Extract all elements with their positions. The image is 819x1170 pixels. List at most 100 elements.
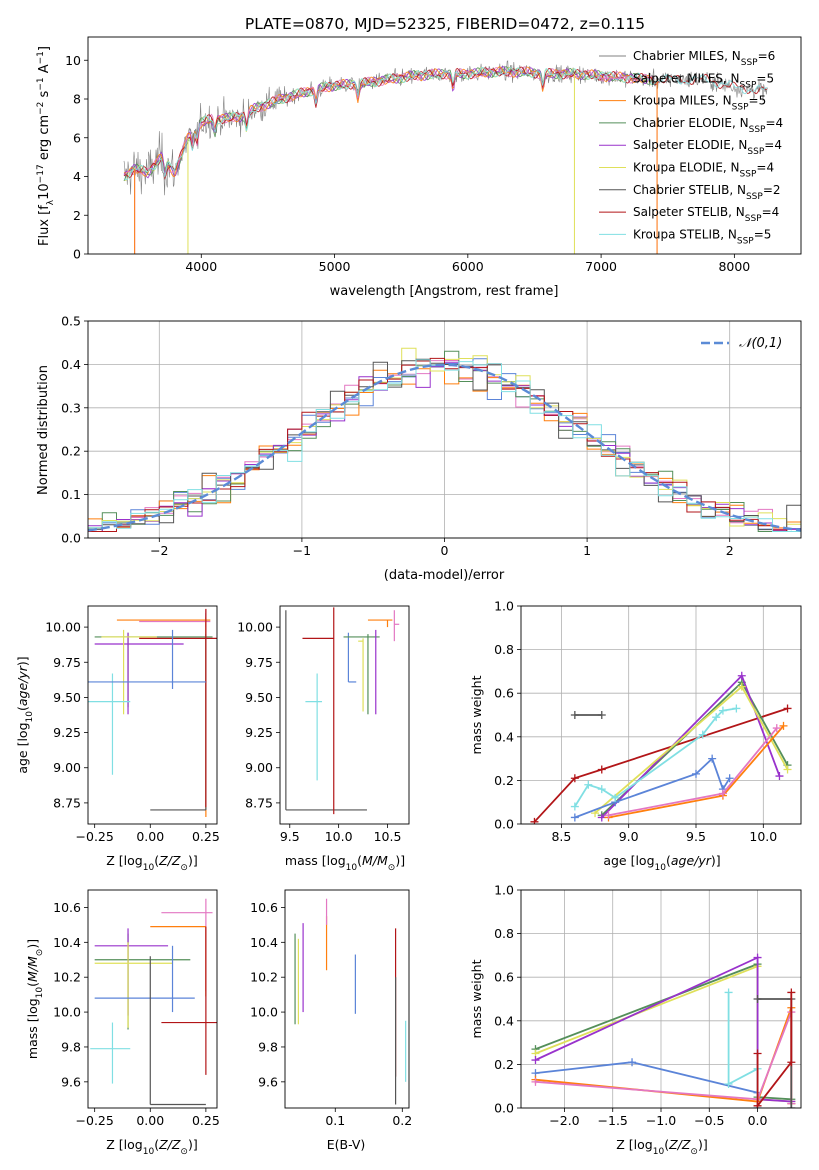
data-marker xyxy=(753,1101,762,1108)
series-model-salpeter-miles xyxy=(123,66,655,178)
x-tick-label: 9.5 xyxy=(280,829,300,844)
data-marker xyxy=(570,813,579,822)
x-tick-label: 0.1 xyxy=(325,1113,345,1128)
x-tick-label: 0.00 xyxy=(136,1113,164,1128)
x-tick-label: −2.0 xyxy=(549,1113,579,1128)
data-marker xyxy=(753,1049,762,1058)
x-tick-label: 0.00 xyxy=(136,829,164,844)
y-tick-label: 0.3 xyxy=(61,400,81,415)
y-tick-label: 8.75 xyxy=(245,795,273,810)
panel-mass-age: 9.5 10.0 10.5 8.75 9.00 9.25 9.50 9.75 10.00 mass… xyxy=(237,605,410,873)
y-tick-label: 10.6 xyxy=(53,900,81,915)
x-axis-label: mass [log10(M/M⊙)] xyxy=(285,853,405,873)
series-model-kroupa-stelib xyxy=(123,67,768,181)
plot-area xyxy=(88,608,217,817)
y-tick-label: 6 xyxy=(73,130,81,145)
x-tick-label: −0.5 xyxy=(694,1113,724,1128)
data-marker xyxy=(530,817,539,824)
series-histogram xyxy=(88,359,801,532)
x-tick-label: 6000 xyxy=(452,259,484,274)
axes-frame xyxy=(279,605,410,825)
y-axis-label: mass [log10(M/M⊙)] xyxy=(25,939,45,1059)
y-tick-label: 1.0 xyxy=(494,883,514,898)
x-tick-label: 10.0 xyxy=(325,829,353,844)
y-axis-label: Normed distribution xyxy=(36,365,51,495)
y-tick-label: 0.8 xyxy=(494,642,514,657)
y-tick-label: 0.0 xyxy=(61,531,81,546)
y-tick-label: 0.0 xyxy=(494,817,514,832)
y-tick-label: 9.25 xyxy=(245,725,273,740)
y-tick-label: 0.6 xyxy=(494,970,514,985)
y-tick-label: 10.4 xyxy=(250,935,278,950)
y-tick-label: 0 xyxy=(73,247,81,262)
data-marker xyxy=(597,785,606,794)
y-axis-label: Flux [fλ10−17 erg cm−2 s−1 A−1] xyxy=(36,46,56,246)
y-tick-label: 0.6 xyxy=(494,686,514,701)
data-marker xyxy=(779,721,788,730)
series-histogram xyxy=(88,368,801,532)
y-tick-label: 0.5 xyxy=(61,314,81,329)
data-marker xyxy=(531,1056,540,1065)
x-axis-label: E(B-V) xyxy=(327,1137,366,1152)
y-tick-label: 0.4 xyxy=(494,729,514,744)
y-tick-label: 9.8 xyxy=(258,1039,278,1054)
data-marker xyxy=(692,769,700,778)
legend-label: Chabrier STELIB, NSSP=2 xyxy=(633,183,781,202)
y-tick-label: 9.6 xyxy=(61,1074,81,1089)
x-tick-label: −1.5 xyxy=(598,1113,628,1128)
x-axis-label: age [log10(age/yr)] xyxy=(603,853,720,873)
panel-spectrum: 4000 5000 6000 7000 8000 0 2 4 6 8 10 wavelength [A… xyxy=(36,36,802,299)
x-axis-label: Z [log10(Z/Z⊙)] xyxy=(616,1137,707,1157)
y-tick-label: 10.00 xyxy=(45,620,81,635)
data-marker xyxy=(775,772,784,781)
x-tick-label: 0 xyxy=(441,543,449,558)
plot-area xyxy=(530,671,792,824)
plot-area xyxy=(123,60,768,254)
data-marker xyxy=(787,988,796,997)
panel-z-weight: −2.0 −1.5 −1.0 −0.5 0.0 0.0 0.2 0.4 0.6 0.8 1.0 Z [… xyxy=(469,883,802,1157)
data-marker xyxy=(783,765,792,774)
y-tick-label: 9.50 xyxy=(245,690,273,705)
x-tick-label: −1.0 xyxy=(646,1113,676,1128)
y-tick-label: 10.0 xyxy=(250,1005,278,1020)
data-marker xyxy=(737,682,746,691)
x-axis-label: Z [log10(Z/Z⊙)] xyxy=(106,1137,197,1157)
x-tick-label: 9.0 xyxy=(619,829,639,844)
y-tick-label: 2 xyxy=(73,208,81,223)
data-marker xyxy=(597,813,606,822)
y-tick-label: 9.75 xyxy=(53,655,81,670)
data-marker xyxy=(628,1058,637,1067)
plot-area xyxy=(294,898,407,1105)
series-line xyxy=(535,956,792,1103)
y-tick-label: 8.75 xyxy=(53,795,81,810)
y-axis-label: mass weight xyxy=(469,959,484,1038)
legend-label: Salpeter STELIB, NSSP=4 xyxy=(633,205,779,224)
y-tick-label: 9.00 xyxy=(53,760,81,775)
y-tick-label: 1.0 xyxy=(494,599,514,614)
y-tick-label: 0.2 xyxy=(61,444,81,459)
data-marker xyxy=(732,704,741,713)
data-marker xyxy=(737,671,746,680)
legend-label: Kroupa MILES, NSSP=5 xyxy=(633,94,766,113)
data-marker xyxy=(712,713,721,722)
axes-frame xyxy=(87,36,802,255)
y-tick-label: 9.25 xyxy=(53,725,81,740)
data-marker xyxy=(611,793,620,802)
axes-frame xyxy=(87,889,218,1109)
y-tick-label: 10.6 xyxy=(250,900,278,915)
legend-label: Salpeter MILES, NSSP=5 xyxy=(633,71,774,90)
x-tick-label: 7000 xyxy=(585,259,617,274)
data-marker xyxy=(570,774,579,783)
legend-label: 𝒩(0,1) xyxy=(739,336,782,351)
y-tick-label: 0.8 xyxy=(494,926,514,941)
x-tick-label: 1 xyxy=(583,543,591,558)
x-tick-label: −1 xyxy=(293,543,311,558)
y-tick-label: 9.00 xyxy=(245,760,273,775)
series-line xyxy=(574,707,737,808)
x-tick-label: 8000 xyxy=(718,259,750,274)
x-tick-label: 5000 xyxy=(319,259,351,274)
x-tick-label: 0.2 xyxy=(392,1113,412,1128)
data-marker xyxy=(724,988,733,997)
x-tick-label: −0.25 xyxy=(76,829,114,844)
y-tick-label: 9.75 xyxy=(245,655,273,670)
